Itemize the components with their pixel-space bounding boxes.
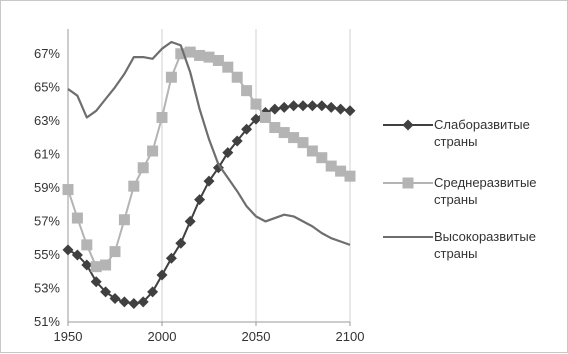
data-point xyxy=(165,71,177,83)
data-point xyxy=(325,160,337,172)
x-tick-label: 2000 xyxy=(148,329,177,344)
data-point xyxy=(156,111,168,123)
data-point xyxy=(194,194,206,206)
data-point xyxy=(137,162,149,174)
series-group xyxy=(62,40,356,310)
data-point xyxy=(212,54,224,66)
x-tick-label: 2050 xyxy=(242,329,271,344)
y-tick-label: 63% xyxy=(34,113,60,128)
data-point xyxy=(165,252,177,264)
data-point xyxy=(184,46,196,58)
data-point xyxy=(90,261,102,273)
x-tick-label: 1950 xyxy=(54,329,83,344)
data-point xyxy=(278,101,290,113)
legend-marker xyxy=(402,119,414,131)
legend-label: Высокоразвитые xyxy=(434,229,536,244)
legend-label: страны xyxy=(434,192,477,207)
data-point xyxy=(137,296,149,308)
data-point xyxy=(222,147,234,159)
data-point xyxy=(109,293,121,305)
series-line xyxy=(67,51,351,268)
data-point xyxy=(259,111,271,123)
data-point xyxy=(90,276,102,288)
series-line xyxy=(67,104,351,305)
legend-label: Слаборазвитые xyxy=(434,117,530,132)
data-point xyxy=(344,170,356,182)
data-point xyxy=(156,269,168,281)
data-point xyxy=(306,145,318,157)
legend: СлаборазвитыестраныСреднеразвитыестраныВ… xyxy=(383,117,537,261)
y-tick-label: 67% xyxy=(34,46,60,61)
y-tick-label: 55% xyxy=(34,247,60,262)
data-point xyxy=(203,175,215,187)
data-point xyxy=(62,244,74,256)
y-tick-label: 61% xyxy=(34,146,60,161)
data-point xyxy=(306,100,318,112)
legend-item-1: Слаборазвитые страны xyxy=(383,117,530,149)
data-point xyxy=(118,214,130,226)
data-point xyxy=(297,100,309,112)
data-point xyxy=(325,101,337,113)
legend-label: страны xyxy=(434,246,477,261)
data-point xyxy=(269,103,281,115)
data-point xyxy=(297,137,309,149)
data-point xyxy=(71,212,83,224)
legend-marker xyxy=(402,177,414,189)
legend-label: Среднеразвитые xyxy=(434,175,537,190)
data-point xyxy=(278,127,290,139)
series-line xyxy=(67,40,351,246)
y-tick-label: 51% xyxy=(34,314,60,329)
data-point xyxy=(316,152,328,164)
data-point xyxy=(118,296,130,308)
data-point xyxy=(316,100,328,112)
data-point xyxy=(269,122,281,134)
data-point xyxy=(231,135,243,147)
data-point xyxy=(250,113,262,125)
data-point xyxy=(335,103,347,115)
data-point xyxy=(81,239,93,251)
data-point xyxy=(335,165,347,177)
legend-label: страны xyxy=(434,134,477,149)
data-point xyxy=(175,237,187,249)
data-point xyxy=(288,132,300,144)
series-3 xyxy=(67,40,351,246)
data-point xyxy=(344,105,356,117)
data-point xyxy=(147,145,159,157)
data-point xyxy=(128,298,140,310)
x-tick-label: 2100 xyxy=(336,329,365,344)
data-point xyxy=(194,49,206,61)
data-point xyxy=(288,100,300,112)
data-point xyxy=(175,48,187,60)
data-point xyxy=(250,98,262,110)
data-point xyxy=(100,286,112,298)
data-point xyxy=(147,286,159,298)
legend-item-3: Высокоразвитые страны xyxy=(383,229,536,261)
series-2 xyxy=(62,46,356,273)
data-point xyxy=(203,51,215,63)
y-tick-label: 59% xyxy=(34,180,60,195)
data-point xyxy=(128,180,140,192)
y-tick-label: 65% xyxy=(34,79,60,94)
data-point xyxy=(109,246,121,258)
axes: 51% 53% 55% 57% 59% 61% 63% 65% 67% 1950 2000 2050 2… xyxy=(34,29,364,344)
series-1 xyxy=(62,100,356,310)
y-tick-label: 53% xyxy=(34,280,60,295)
data-point xyxy=(71,249,83,261)
data-point xyxy=(62,184,74,196)
data-point xyxy=(81,259,93,271)
data-point xyxy=(241,123,253,135)
data-point xyxy=(100,259,112,271)
data-point xyxy=(222,61,234,73)
data-point xyxy=(231,71,243,83)
data-point xyxy=(184,215,196,227)
legend-item-2: Среднеразвитые страны xyxy=(383,175,537,207)
y-tick-label: 57% xyxy=(34,213,60,228)
data-point xyxy=(241,85,253,97)
data-point xyxy=(212,162,224,174)
